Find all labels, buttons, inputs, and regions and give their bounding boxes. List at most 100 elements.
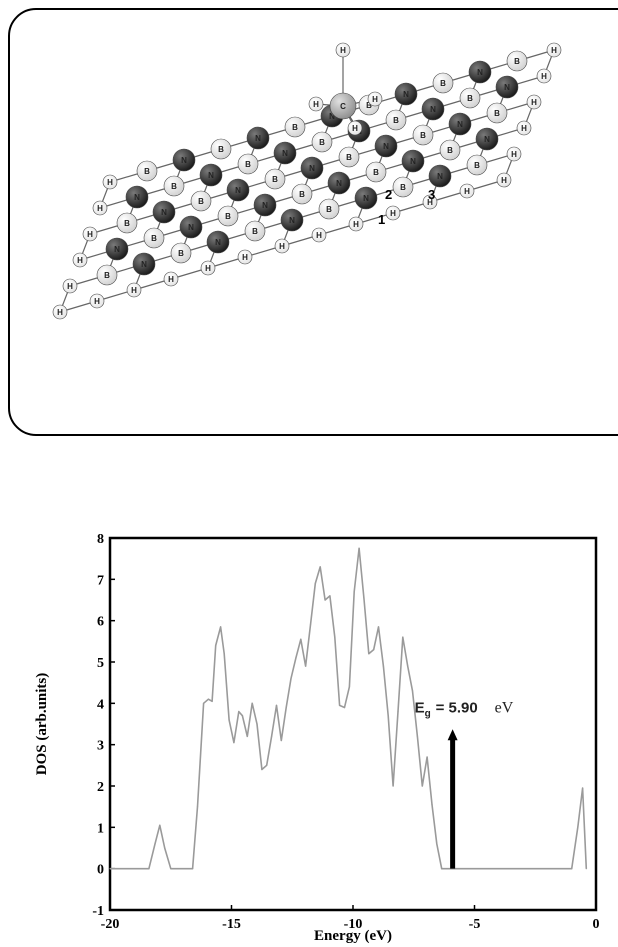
- atom-label: B: [494, 109, 500, 118]
- dos-point: [215, 644, 217, 647]
- boron-atom: [217, 205, 239, 227]
- atom-label: H: [77, 256, 83, 265]
- boron-atom: [506, 50, 528, 72]
- atom-label: N: [430, 105, 436, 114]
- atom-label: B: [245, 160, 251, 169]
- atom-label: N: [477, 68, 483, 77]
- atom-label: N: [410, 157, 416, 166]
- nitrogen-atom: [448, 112, 472, 136]
- boron-atom: [291, 183, 313, 205]
- band-gap-unit: eV: [495, 699, 514, 716]
- hydrogen-atom: [72, 252, 88, 268]
- boron-atom: [486, 102, 508, 124]
- hydrogen-atom: [311, 227, 327, 243]
- atom-label: B: [218, 145, 224, 154]
- dos-point: [436, 843, 438, 845]
- atom-label: N: [457, 120, 463, 129]
- hydrogen-atom: [348, 216, 364, 232]
- carbon-atom: [329, 92, 357, 120]
- atom-label: N: [329, 112, 335, 121]
- atom-label: H: [87, 230, 93, 239]
- nitrogen-atom: [374, 134, 398, 158]
- dos-point: [329, 595, 331, 597]
- atom-label: B: [299, 190, 305, 199]
- atom-label: B: [447, 146, 453, 155]
- atom-label: N: [403, 90, 409, 99]
- boron-atom: [365, 161, 387, 183]
- hydrogen-atom: [506, 146, 522, 162]
- atom-label: H: [501, 176, 507, 185]
- dos-point: [271, 735, 273, 737]
- dos-point: [280, 739, 282, 742]
- atom-label: H: [511, 150, 517, 159]
- atom-label: B: [400, 183, 406, 192]
- dos-point: [411, 690, 414, 692]
- boron-atom: [385, 109, 407, 131]
- boron-atom: [466, 154, 488, 176]
- x-axis: -20 -15 -10 -5 0: [101, 905, 600, 932]
- atom-label: H: [94, 297, 100, 306]
- adsorption-site-label: 1: [378, 212, 385, 227]
- dos-point: [305, 665, 307, 667]
- dos-point: [314, 582, 316, 585]
- dos-point: [290, 677, 292, 680]
- boron-atom: [459, 87, 481, 109]
- atom-label: N: [437, 172, 443, 181]
- dos-series-line: [110, 547, 588, 870]
- x-axis-title: Energy (eV): [314, 928, 392, 944]
- y-tick-label: 3: [97, 739, 104, 754]
- atom-label: B: [178, 249, 184, 258]
- x-tick-label: -20: [101, 917, 120, 932]
- hydrogen-atom: [126, 282, 142, 298]
- dos-point: [207, 698, 209, 700]
- boron-atom: [439, 139, 461, 161]
- dos-point: [251, 702, 253, 704]
- atom-label: C: [340, 102, 346, 111]
- plot-frame: [108, 536, 598, 912]
- hydrogen-atom: [526, 94, 542, 110]
- boron-atom: [318, 198, 340, 220]
- hydrogen-atom: [367, 91, 383, 107]
- atom-label: H: [97, 204, 103, 213]
- boron-atom: [284, 116, 306, 138]
- nitrogen-atom: [172, 148, 196, 172]
- dos-point: [266, 764, 268, 766]
- dos-point: [392, 785, 394, 787]
- dos-point: [353, 591, 355, 593]
- atom-label: N: [188, 223, 194, 232]
- nitrogen-atom: [354, 186, 378, 210]
- hydrogen-atom: [385, 205, 401, 221]
- hydrogen-atom: [422, 194, 438, 210]
- dos-point: [223, 653, 225, 655]
- hydrogen-atom: [496, 172, 512, 188]
- dos-point: [228, 719, 230, 721]
- y-axis-title: DOS (arb.units): [34, 673, 50, 776]
- dos-point: [246, 735, 248, 737]
- atom-label: N: [363, 194, 369, 203]
- boron-atom: [392, 176, 414, 198]
- dos-point: [233, 742, 235, 744]
- dos-point: [402, 636, 404, 638]
- atom-label: N: [282, 149, 288, 158]
- x-tick-label: -10: [344, 917, 363, 932]
- atom-label: N: [484, 135, 490, 144]
- dos-point: [148, 868, 150, 870]
- hydrogen-atom: [89, 293, 105, 309]
- hydrogen-atom: [536, 68, 552, 84]
- band-gap-subscript: g: [425, 708, 431, 719]
- nitrogen-atom: [421, 97, 445, 121]
- atom-label: B: [393, 116, 399, 125]
- atom-label: B: [124, 219, 130, 228]
- dos-point: [426, 756, 428, 758]
- y-tick-label: 7: [97, 573, 104, 588]
- atom-label: B: [104, 271, 110, 280]
- atom-label: B: [272, 175, 278, 184]
- atom-label: N: [141, 260, 147, 269]
- atom-label: B: [252, 227, 258, 236]
- atom-label: H: [205, 264, 211, 273]
- hydrogen-atom: [82, 226, 98, 242]
- dos-point: [441, 868, 443, 870]
- dos-point: [571, 868, 573, 870]
- hydrogen-atom: [92, 200, 108, 216]
- atom-label: B: [474, 161, 480, 170]
